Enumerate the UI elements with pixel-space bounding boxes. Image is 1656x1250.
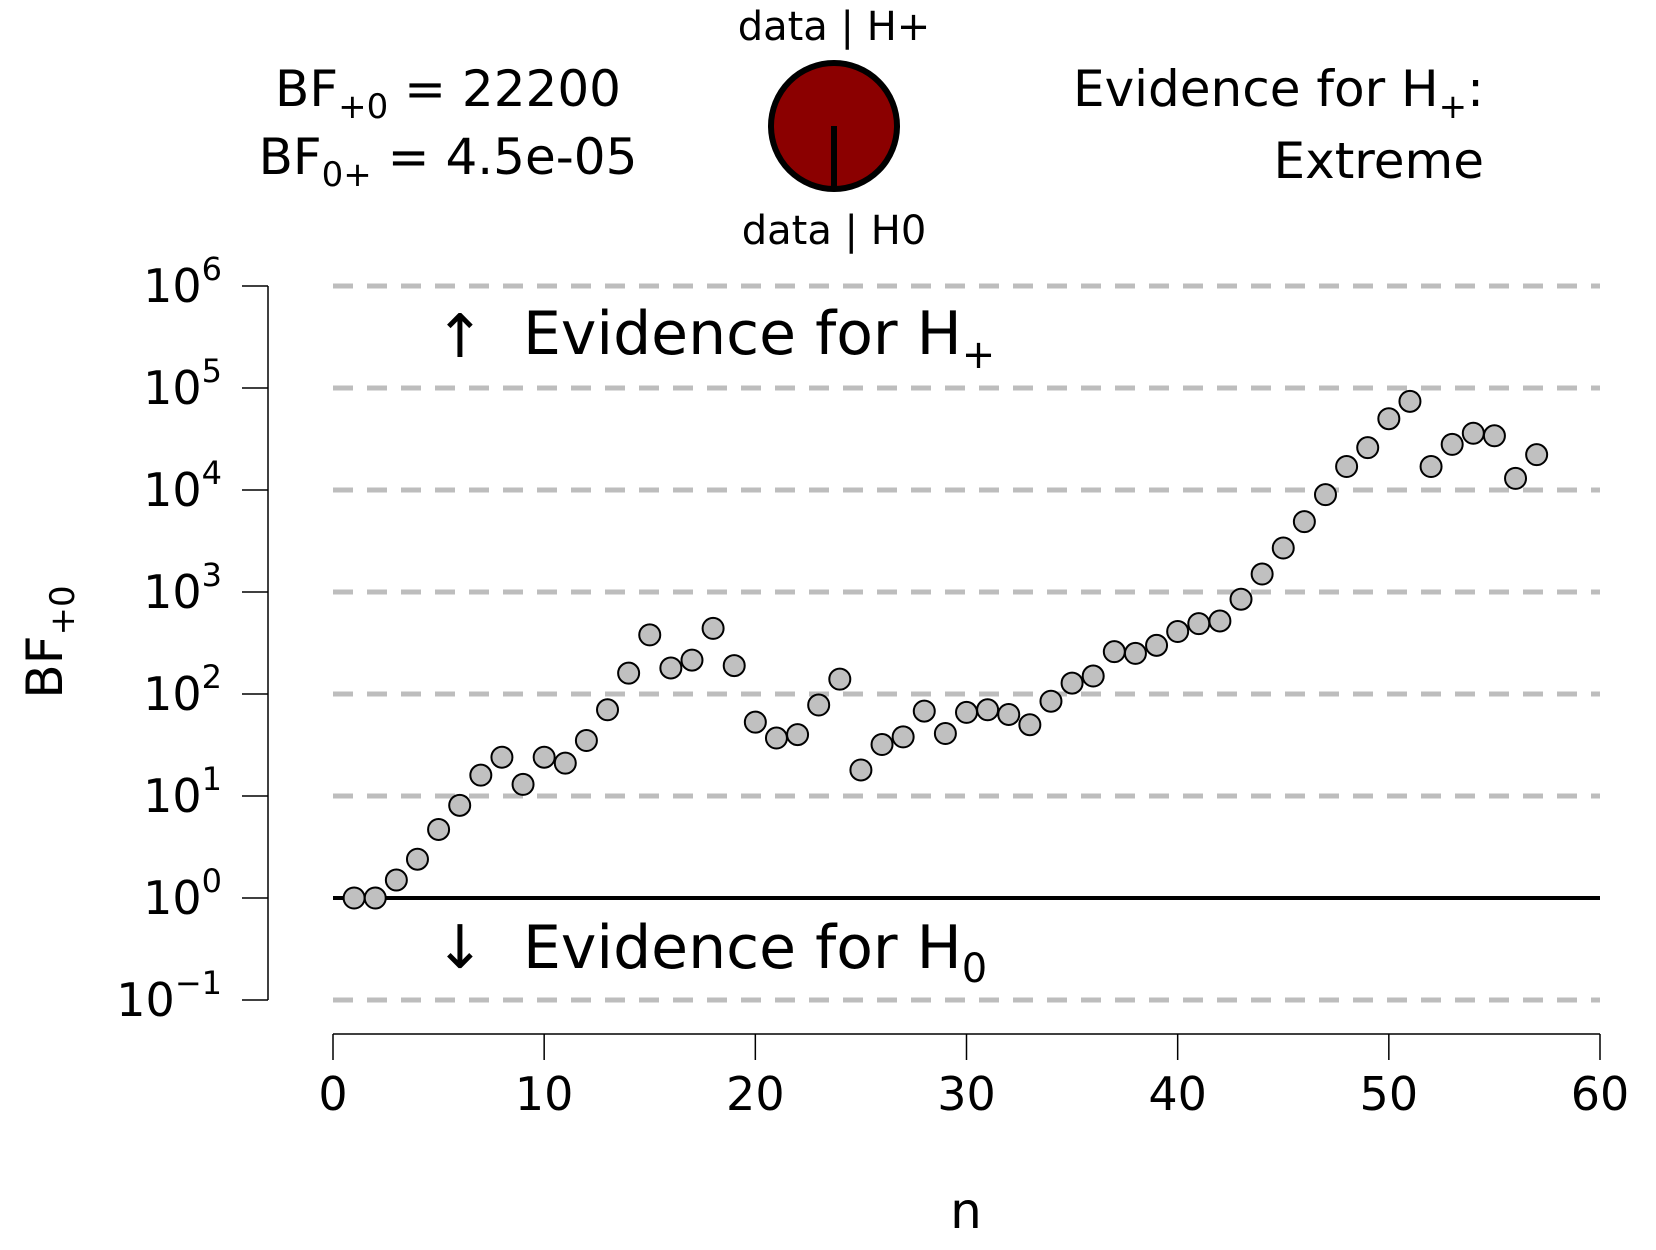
y-tick-label: 102 [143, 658, 222, 721]
data-point [912, 699, 936, 723]
data-point [427, 817, 451, 841]
data-point [764, 726, 788, 750]
x-tick-label: 30 [937, 1067, 996, 1121]
data-point [680, 648, 704, 672]
x-axis-label: n [950, 1182, 982, 1240]
data-point [1525, 443, 1549, 467]
data-point [1123, 641, 1147, 665]
data-point [1377, 407, 1401, 431]
evidence-for-h0-label: Evidence for H0 [523, 913, 987, 992]
data-point [574, 729, 598, 753]
data-point [659, 656, 683, 680]
data-point [617, 661, 641, 685]
data-point [1440, 432, 1464, 456]
data-point [701, 616, 725, 640]
x-tick-label: 20 [726, 1067, 785, 1121]
data-point [596, 698, 620, 722]
data-point [976, 698, 1000, 722]
data-point [511, 772, 535, 796]
data-point [1018, 713, 1042, 737]
data-point [849, 758, 873, 782]
data-point [532, 745, 556, 769]
data-point [1292, 510, 1316, 534]
data-point [342, 886, 366, 910]
data-point [1208, 609, 1232, 633]
data-point [955, 700, 978, 724]
data-point [1145, 633, 1169, 657]
x-tick-label: 10 [515, 1067, 574, 1121]
y-tick-label: 104 [143, 454, 222, 517]
data-point [1398, 389, 1422, 413]
data-point [469, 763, 493, 787]
data-point [1187, 612, 1211, 636]
data-point [363, 886, 387, 910]
data-point [490, 745, 514, 769]
data-point [997, 702, 1021, 726]
data-point [1102, 640, 1126, 664]
data-point [1335, 454, 1359, 478]
x-tick-label: 0 [318, 1067, 347, 1121]
data-point [743, 710, 767, 734]
data-point [891, 725, 915, 749]
data-point [553, 751, 577, 775]
data-point [786, 723, 810, 747]
data-point [1271, 536, 1295, 560]
data-point [870, 732, 894, 756]
y-tick-label: 101 [143, 760, 222, 823]
data-point [1482, 424, 1506, 448]
data-point [1250, 562, 1274, 586]
data-point [448, 793, 472, 817]
x-tick-label: 60 [1571, 1067, 1630, 1121]
data-point [1356, 436, 1380, 460]
data-point [1419, 454, 1443, 478]
data-point [1081, 664, 1105, 688]
down-arrow-icon: ↓ [435, 913, 485, 983]
data-point [1039, 689, 1063, 713]
x-tick-label: 40 [1148, 1067, 1207, 1121]
pie-top-label: data | H+ [738, 4, 931, 50]
pie-bottom-label: data | H0 [742, 208, 927, 254]
data-point [807, 693, 831, 717]
axes: 10−1 100 101 102 103 104 105 106 0 10 20 30 40 50 60 [116, 250, 1629, 1121]
y-tick-label: 10−1 [116, 964, 222, 1027]
data-point [405, 847, 429, 871]
data-point [1504, 466, 1528, 490]
evidence-category: Extreme [1274, 132, 1484, 190]
data-point [1060, 671, 1084, 695]
x-tick-label: 50 [1360, 1067, 1419, 1121]
data-points [342, 389, 1549, 910]
y-tick-label: 103 [143, 556, 222, 619]
y-tick-label: 100 [143, 862, 222, 925]
evidence-heading: Evidence for H+: [1073, 60, 1484, 127]
data-point [638, 623, 662, 647]
y-tick-label: 105 [143, 352, 222, 415]
y-tick-label: 106 [143, 250, 222, 313]
data-point [1313, 483, 1337, 507]
bf-0plus-text: BF0+ = 4.5e-05 [259, 128, 638, 195]
data-point [1229, 587, 1253, 611]
up-arrow-icon: ↑ [435, 302, 485, 372]
data-point [933, 721, 957, 745]
y-axis-label: BF+0 [16, 585, 83, 698]
bf-plus0-text: BF+0 = 22200 [275, 60, 621, 127]
data-point [1461, 421, 1485, 445]
gridlines [333, 283, 1600, 1003]
data-point [384, 868, 408, 892]
data-point [1166, 619, 1190, 643]
evidence-for-hplus-label: Evidence for H+ [523, 299, 995, 378]
data-point [828, 667, 852, 691]
data-point [722, 654, 746, 678]
